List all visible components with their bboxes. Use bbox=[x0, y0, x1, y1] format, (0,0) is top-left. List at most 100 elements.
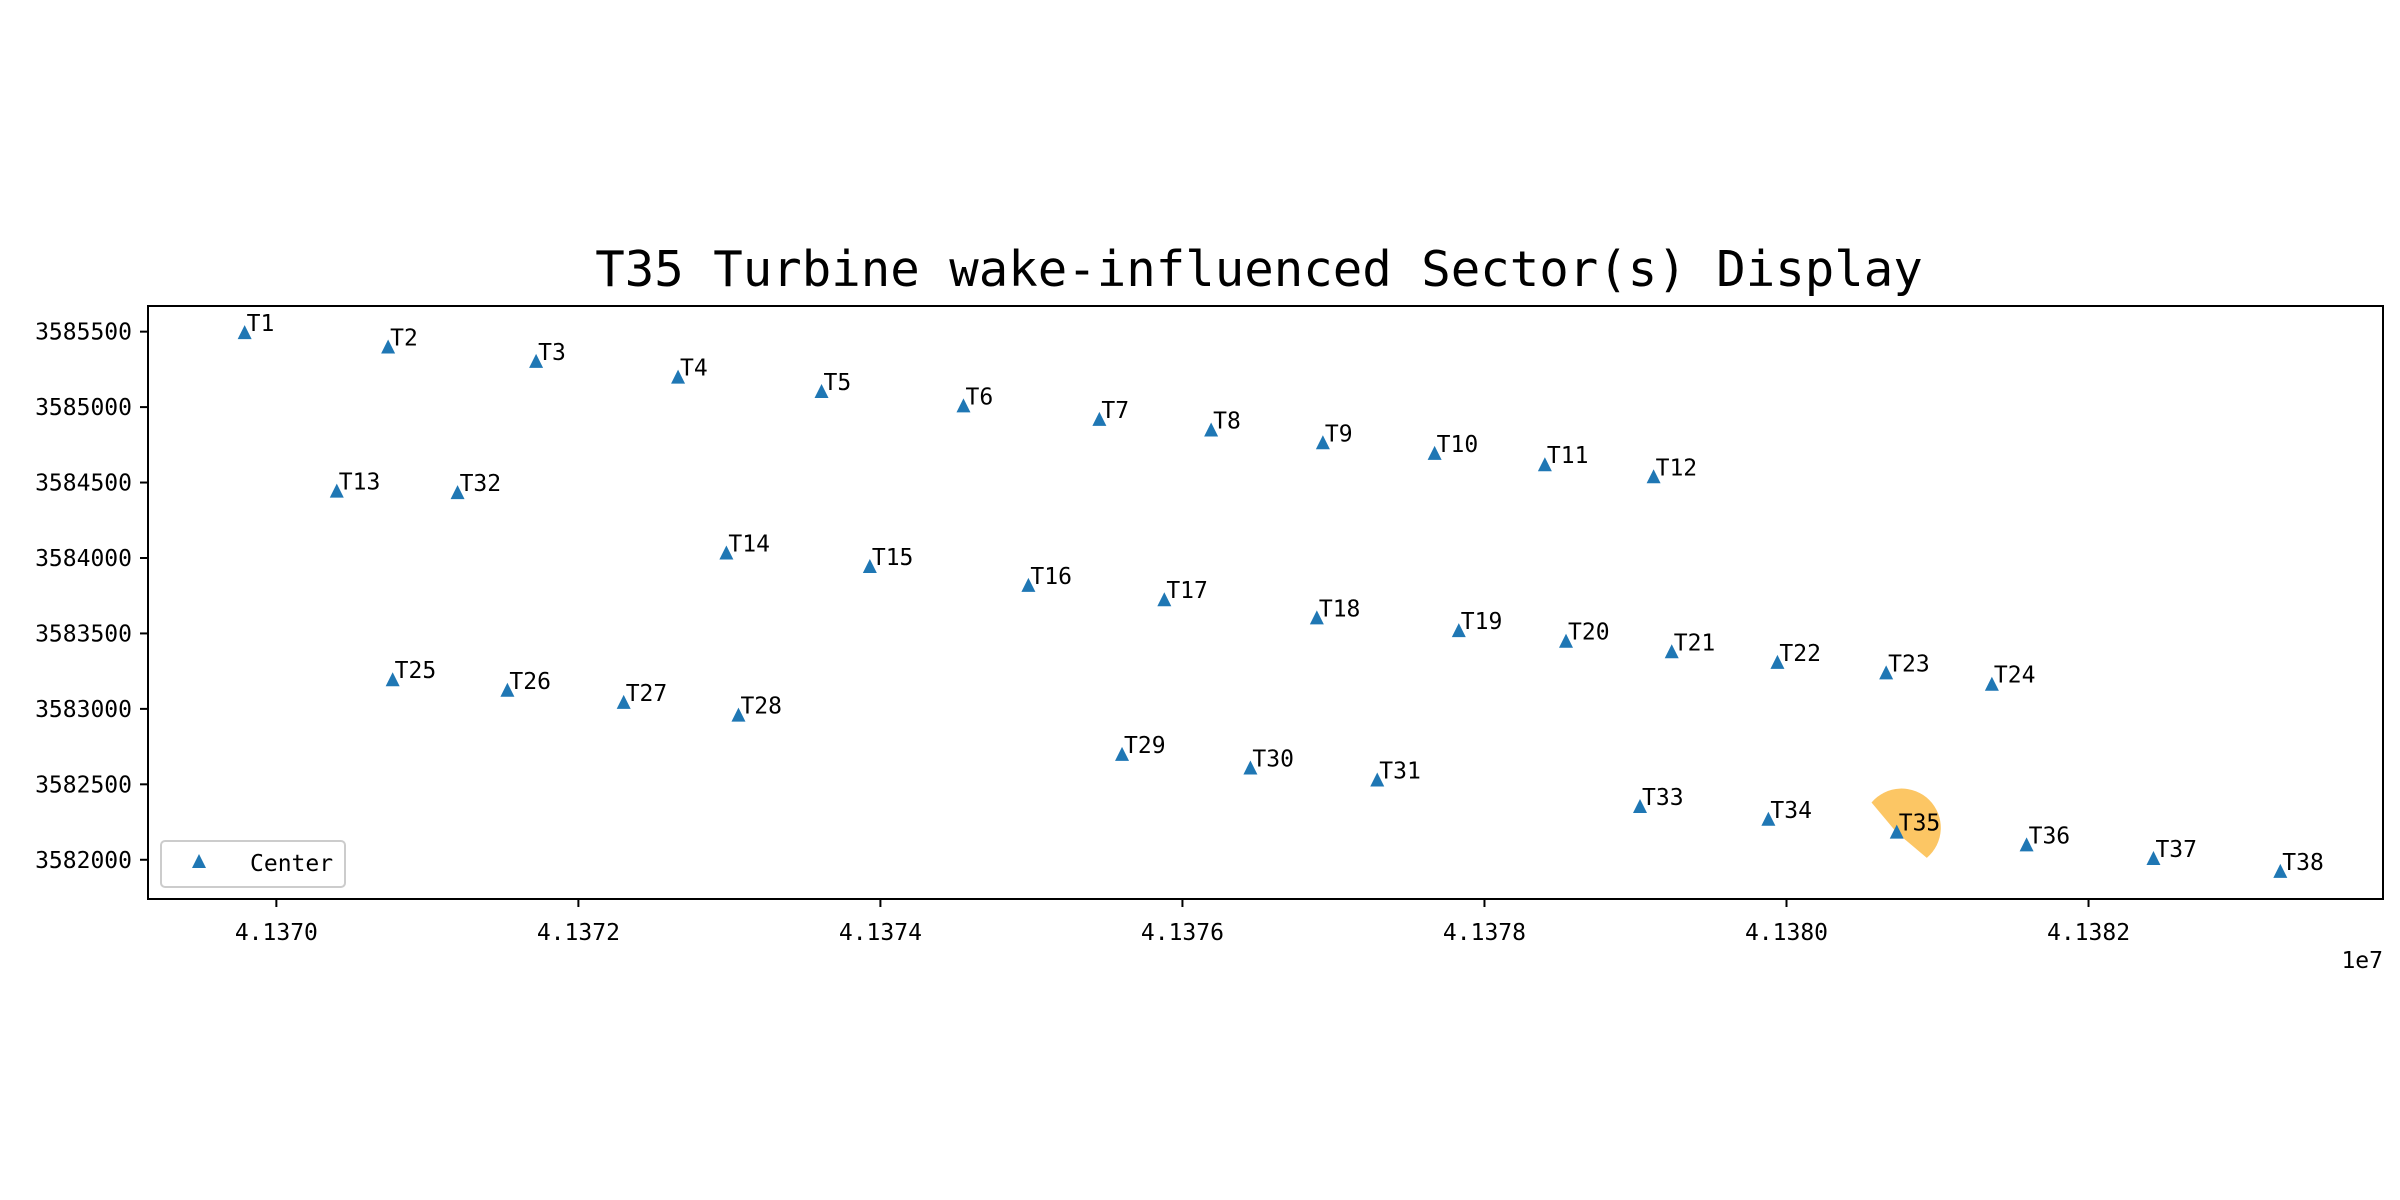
y-tick-label: 3582000 bbox=[35, 848, 132, 874]
turbine-marker-t4 bbox=[671, 369, 686, 384]
turbine-marker-t38 bbox=[2273, 863, 2288, 878]
turbine-label-t17: T17 bbox=[1166, 578, 1208, 604]
turbine-label-t24: T24 bbox=[1994, 663, 2036, 689]
turbine-marker-t24 bbox=[1984, 676, 1999, 691]
y-tick-label: 3585000 bbox=[35, 395, 132, 421]
x-tick-label: 4.1374 bbox=[839, 920, 922, 946]
turbine-label-t31: T31 bbox=[1379, 759, 1421, 785]
turbine-marker-t2 bbox=[381, 339, 396, 354]
turbine-marker-t35 bbox=[1889, 824, 1904, 839]
turbine-label-t19: T19 bbox=[1461, 609, 1503, 635]
turbine-label-t4: T4 bbox=[680, 356, 708, 382]
turbine-label-t23: T23 bbox=[1888, 651, 1930, 677]
turbine-label-t3: T3 bbox=[538, 340, 566, 366]
turbine-marker-t1 bbox=[237, 325, 252, 340]
turbine-label-t20: T20 bbox=[1568, 620, 1610, 646]
turbine-label-t21: T21 bbox=[1674, 630, 1716, 656]
turbine-label-t37: T37 bbox=[2155, 837, 2197, 863]
turbine-marker-t25 bbox=[385, 672, 400, 687]
x-tick-label: 4.1380 bbox=[1745, 920, 1828, 946]
turbine-label-t15: T15 bbox=[872, 545, 914, 571]
turbine-marker-t26 bbox=[500, 682, 515, 697]
turbine-marker-t8 bbox=[1204, 422, 1219, 437]
turbine-label-t25: T25 bbox=[395, 658, 437, 684]
turbine-label-t9: T9 bbox=[1325, 421, 1353, 447]
turbine-label-t33: T33 bbox=[1642, 785, 1684, 811]
turbine-label-t36: T36 bbox=[2029, 823, 2071, 849]
turbine-marker-t20 bbox=[1559, 633, 1574, 648]
turbine-label-t14: T14 bbox=[728, 531, 770, 557]
x-axis: 4.1370 4.1372 4.1374 4.1376 4.1378 4.1380 4.13… bbox=[235, 899, 2130, 946]
turbine-label-t7: T7 bbox=[1101, 398, 1129, 424]
turbine-marker-t30 bbox=[1243, 760, 1258, 775]
turbine-marker-t5 bbox=[814, 384, 829, 399]
x-axis-offset-label: 1e7 bbox=[2341, 948, 2383, 974]
turbine-label-t38: T38 bbox=[2282, 850, 2324, 876]
x-tick-label: 4.1370 bbox=[235, 920, 318, 946]
y-tick-label: 3584500 bbox=[35, 471, 132, 497]
turbine-label-t10: T10 bbox=[1437, 432, 1479, 458]
x-tick-label: 4.1372 bbox=[537, 920, 620, 946]
turbine-marker-t22 bbox=[1770, 654, 1785, 669]
turbine-marker-t10 bbox=[1427, 445, 1442, 460]
turbine-label-t12: T12 bbox=[1656, 455, 1698, 481]
turbine-marker-t9 bbox=[1315, 435, 1330, 450]
turbine-marker-t3 bbox=[529, 353, 544, 368]
y-tick-label: 3582500 bbox=[35, 772, 132, 798]
x-tick-label: 4.1378 bbox=[1443, 920, 1526, 946]
y-tick-label: 3584000 bbox=[35, 546, 132, 572]
turbine-marker-t15 bbox=[862, 559, 877, 574]
turbine-marker-t27 bbox=[616, 694, 631, 709]
turbine-marker-t33 bbox=[1633, 798, 1648, 813]
turbine-marker-t19 bbox=[1451, 623, 1466, 638]
turbine-marker-t14 bbox=[719, 545, 734, 560]
turbine-label-t22: T22 bbox=[1779, 641, 1821, 667]
turbine-label-t2: T2 bbox=[390, 325, 418, 351]
turbine-label-t26: T26 bbox=[509, 669, 551, 695]
turbine-label-t11: T11 bbox=[1547, 443, 1589, 469]
y-axis: 3582000 3582500 3583000 3583500 3584000 35845… bbox=[35, 320, 148, 874]
turbine-marker-t13 bbox=[329, 483, 344, 498]
turbine-label-t1: T1 bbox=[247, 311, 275, 337]
turbine-marker-t37 bbox=[2146, 851, 2161, 866]
turbine-marker-t28 bbox=[731, 707, 746, 722]
turbine-label-t18: T18 bbox=[1319, 596, 1361, 622]
turbine-marker-t32 bbox=[450, 485, 465, 500]
turbine-marker-t29 bbox=[1115, 746, 1130, 761]
chart-title: T35 Turbine wake-influenced Sector(s) Di… bbox=[595, 241, 1923, 298]
legend-marker-triangle-icon bbox=[192, 854, 206, 868]
turbine-label-t32: T32 bbox=[460, 471, 502, 497]
turbine-label-t16: T16 bbox=[1030, 564, 1072, 590]
turbine-label-t6: T6 bbox=[965, 384, 993, 410]
axes-frame bbox=[147, 305, 2384, 900]
turbine-marker-t34 bbox=[1761, 811, 1776, 826]
legend: Center bbox=[160, 840, 346, 888]
x-tick-label: 4.1376 bbox=[1141, 920, 1224, 946]
turbine-label-t13: T13 bbox=[339, 470, 381, 496]
turbine-label-t27: T27 bbox=[626, 681, 668, 707]
turbine-marker-t7 bbox=[1092, 411, 1107, 426]
y-tick-label: 3585500 bbox=[35, 320, 132, 346]
turbine-label-t35: T35 bbox=[1899, 811, 1941, 837]
turbine-marker-t16 bbox=[1021, 577, 1036, 592]
plot-area: T1 T2 T3 T4 T5 T6 T7 T8 T9 T10 T11 T12 T13 T32 T14 T15 T… bbox=[237, 311, 2324, 878]
turbine-label-t8: T8 bbox=[1213, 408, 1241, 434]
turbine-marker-t11 bbox=[1537, 457, 1552, 472]
wake-sector bbox=[1871, 788, 1941, 858]
y-tick-label: 3583500 bbox=[35, 621, 132, 647]
turbine-marker-t17 bbox=[1157, 592, 1172, 607]
turbine-label-t30: T30 bbox=[1252, 746, 1294, 772]
turbine-label-t34: T34 bbox=[1770, 798, 1812, 824]
turbine-label-t28: T28 bbox=[740, 694, 782, 720]
turbine-marker-t31 bbox=[1370, 772, 1385, 787]
turbine-marker-t18 bbox=[1309, 610, 1324, 625]
turbine-marker-t12 bbox=[1646, 469, 1661, 484]
y-tick-label: 3583000 bbox=[35, 697, 132, 723]
turbine-marker-t36 bbox=[2019, 837, 2034, 852]
legend-box bbox=[160, 840, 346, 888]
legend-entry-label: Center bbox=[250, 851, 333, 877]
turbine-marker-t21 bbox=[1664, 644, 1679, 659]
turbine-label-t29: T29 bbox=[1124, 733, 1166, 759]
turbine-marker-t23 bbox=[1879, 665, 1894, 680]
